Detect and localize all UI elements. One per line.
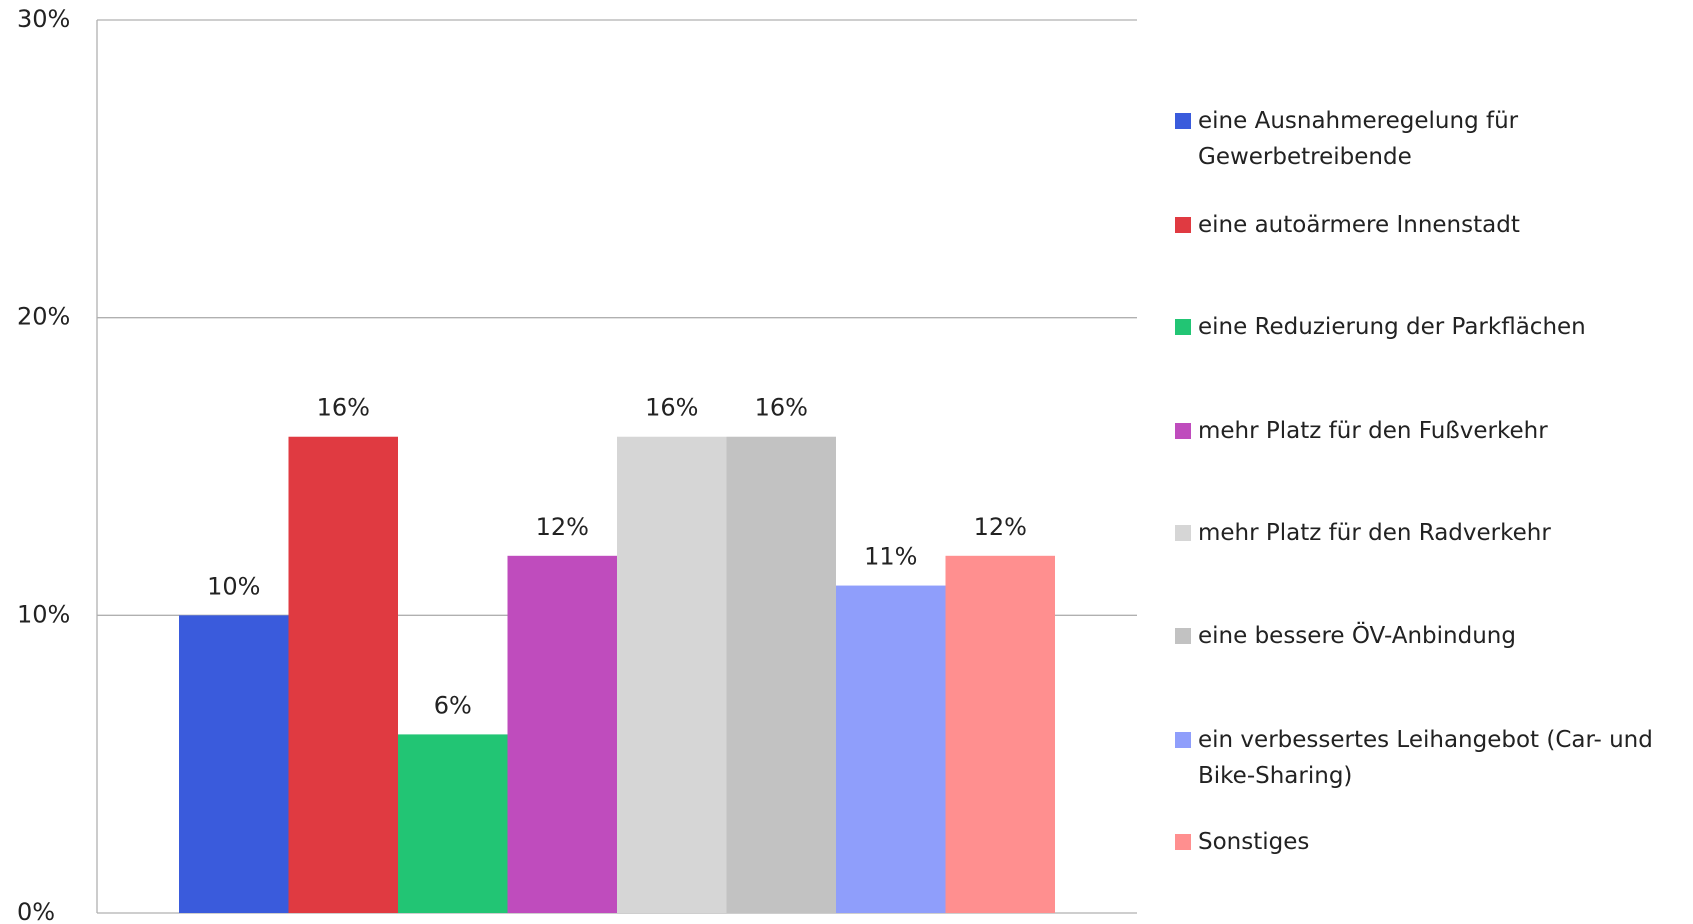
legend-item: eine Reduzierung der Parkflächen xyxy=(1175,309,1690,345)
legend-swatch xyxy=(1175,319,1191,335)
legend-swatch xyxy=(1175,525,1191,541)
y-tick-label: 0% xyxy=(17,898,55,924)
bar xyxy=(945,555,1055,913)
legend-label: mehr Platz für den Fußverkehr xyxy=(1198,418,1548,444)
legend-item: ein verbessertes Leihangebot (Car- und B… xyxy=(1175,722,1690,794)
legend-label: Sonstiges xyxy=(1198,829,1310,855)
legend-label: ein verbessertes Leihangebot (Car- und B… xyxy=(1198,727,1653,789)
data-label: 12% xyxy=(974,513,1027,541)
legend-label: eine autoärmere Innenstadt xyxy=(1198,212,1520,238)
legend-label: eine Ausnahmeregelung für Gewerbetreiben… xyxy=(1198,108,1519,170)
legend-item: eine Ausnahmeregelung für Gewerbetreiben… xyxy=(1175,103,1690,175)
legend-swatch xyxy=(1175,217,1191,233)
bar xyxy=(179,615,289,913)
legend-item: eine autoärmere Innenstadt xyxy=(1175,207,1690,243)
data-label: 16% xyxy=(645,394,698,422)
data-label: 12% xyxy=(536,513,589,541)
data-label: 11% xyxy=(864,543,917,571)
data-label: 16% xyxy=(317,394,370,422)
bar xyxy=(836,585,946,913)
bar xyxy=(288,436,398,913)
legend-swatch xyxy=(1175,732,1191,748)
data-label: 6% xyxy=(434,691,472,719)
legend-label: mehr Platz für den Radverkehr xyxy=(1198,520,1551,546)
y-tick-label: 20% xyxy=(17,303,70,331)
data-label: 16% xyxy=(755,394,808,422)
y-tick-label: 10% xyxy=(17,600,70,628)
y-tick-label: 30% xyxy=(17,5,70,33)
legend-item: Sonstiges xyxy=(1175,824,1690,860)
legend-label: eine Reduzierung der Parkflächen xyxy=(1198,314,1586,340)
legend-swatch xyxy=(1175,628,1191,644)
bar xyxy=(507,555,617,913)
legend-swatch xyxy=(1175,834,1191,850)
bar xyxy=(726,436,836,913)
bar xyxy=(617,436,727,913)
legend-label: eine bessere ÖV-Anbindung xyxy=(1198,623,1516,649)
bar xyxy=(398,734,508,913)
legend-item: mehr Platz für den Fußverkehr xyxy=(1175,413,1690,449)
legend-item: eine bessere ÖV-Anbindung xyxy=(1175,618,1690,654)
data-label: 10% xyxy=(207,572,260,600)
legend-swatch xyxy=(1175,113,1191,129)
legend-swatch xyxy=(1175,423,1191,439)
legend-item: mehr Platz für den Radverkehr xyxy=(1175,515,1690,551)
